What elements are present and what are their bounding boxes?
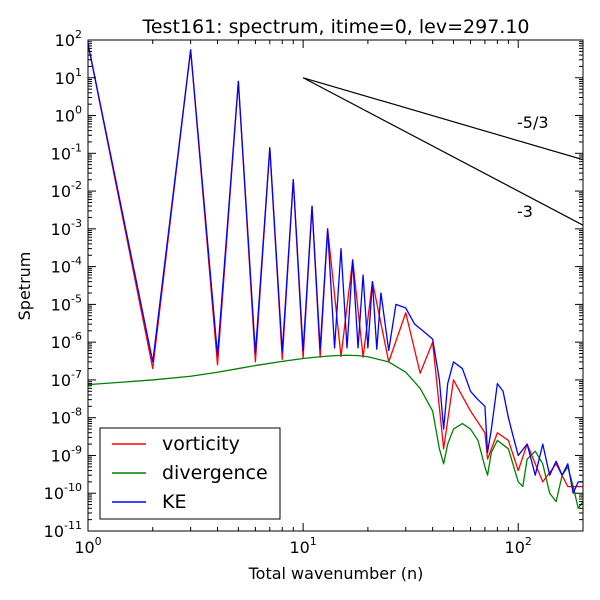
chart-title: Test161: spectrum, itime=0, lev=297.10 [141,16,529,38]
reference-line-label: -3 [517,202,533,221]
y-tick-label: 102 [55,28,82,50]
y-tick-label: 101 [55,66,82,88]
legend-label-divergence: divergence [162,462,268,484]
x-tick-label: 101 [289,535,316,557]
legend-label-vorticity: vorticity [162,433,240,455]
y-tick-label: 10-2 [51,179,82,201]
series-line-divergence [88,354,583,509]
y-tick-label: 10-10 [44,481,82,503]
y-tick-label: 10-4 [51,255,82,277]
x-tick-label: 102 [505,535,532,557]
y-tick-label: 10-6 [51,330,82,352]
series-line-ke [88,43,583,494]
x-axis-label: Total wavenumber (n) [248,564,424,583]
y-tick-label: 10-11 [44,519,82,541]
y-tick-label: 10-3 [51,217,82,239]
y-tick-label: 10-9 [51,443,82,465]
legend-label-ke: KE [162,491,186,513]
y-axis-label: Spetrum [15,252,34,321]
reference-line [302,77,583,161]
y-tick-label: 10-5 [51,292,82,314]
y-tick-label: 10-8 [51,406,82,428]
reference-line [302,77,583,226]
series-group [88,43,583,509]
plot-area: -5/3 -3 100 101 102 10-11 10-10 10-9 10-8 10-7 10-… [44,28,584,557]
y-tick-label: 100 [55,104,82,126]
y-tick-label: 10-1 [51,141,82,163]
legend: vorticity divergence KE [99,427,281,520]
x-tick-label: 100 [74,535,101,557]
axes-frame [87,39,584,532]
reference-line-label: -5/3 [517,113,549,132]
y-tick-label: 10-7 [51,368,82,390]
